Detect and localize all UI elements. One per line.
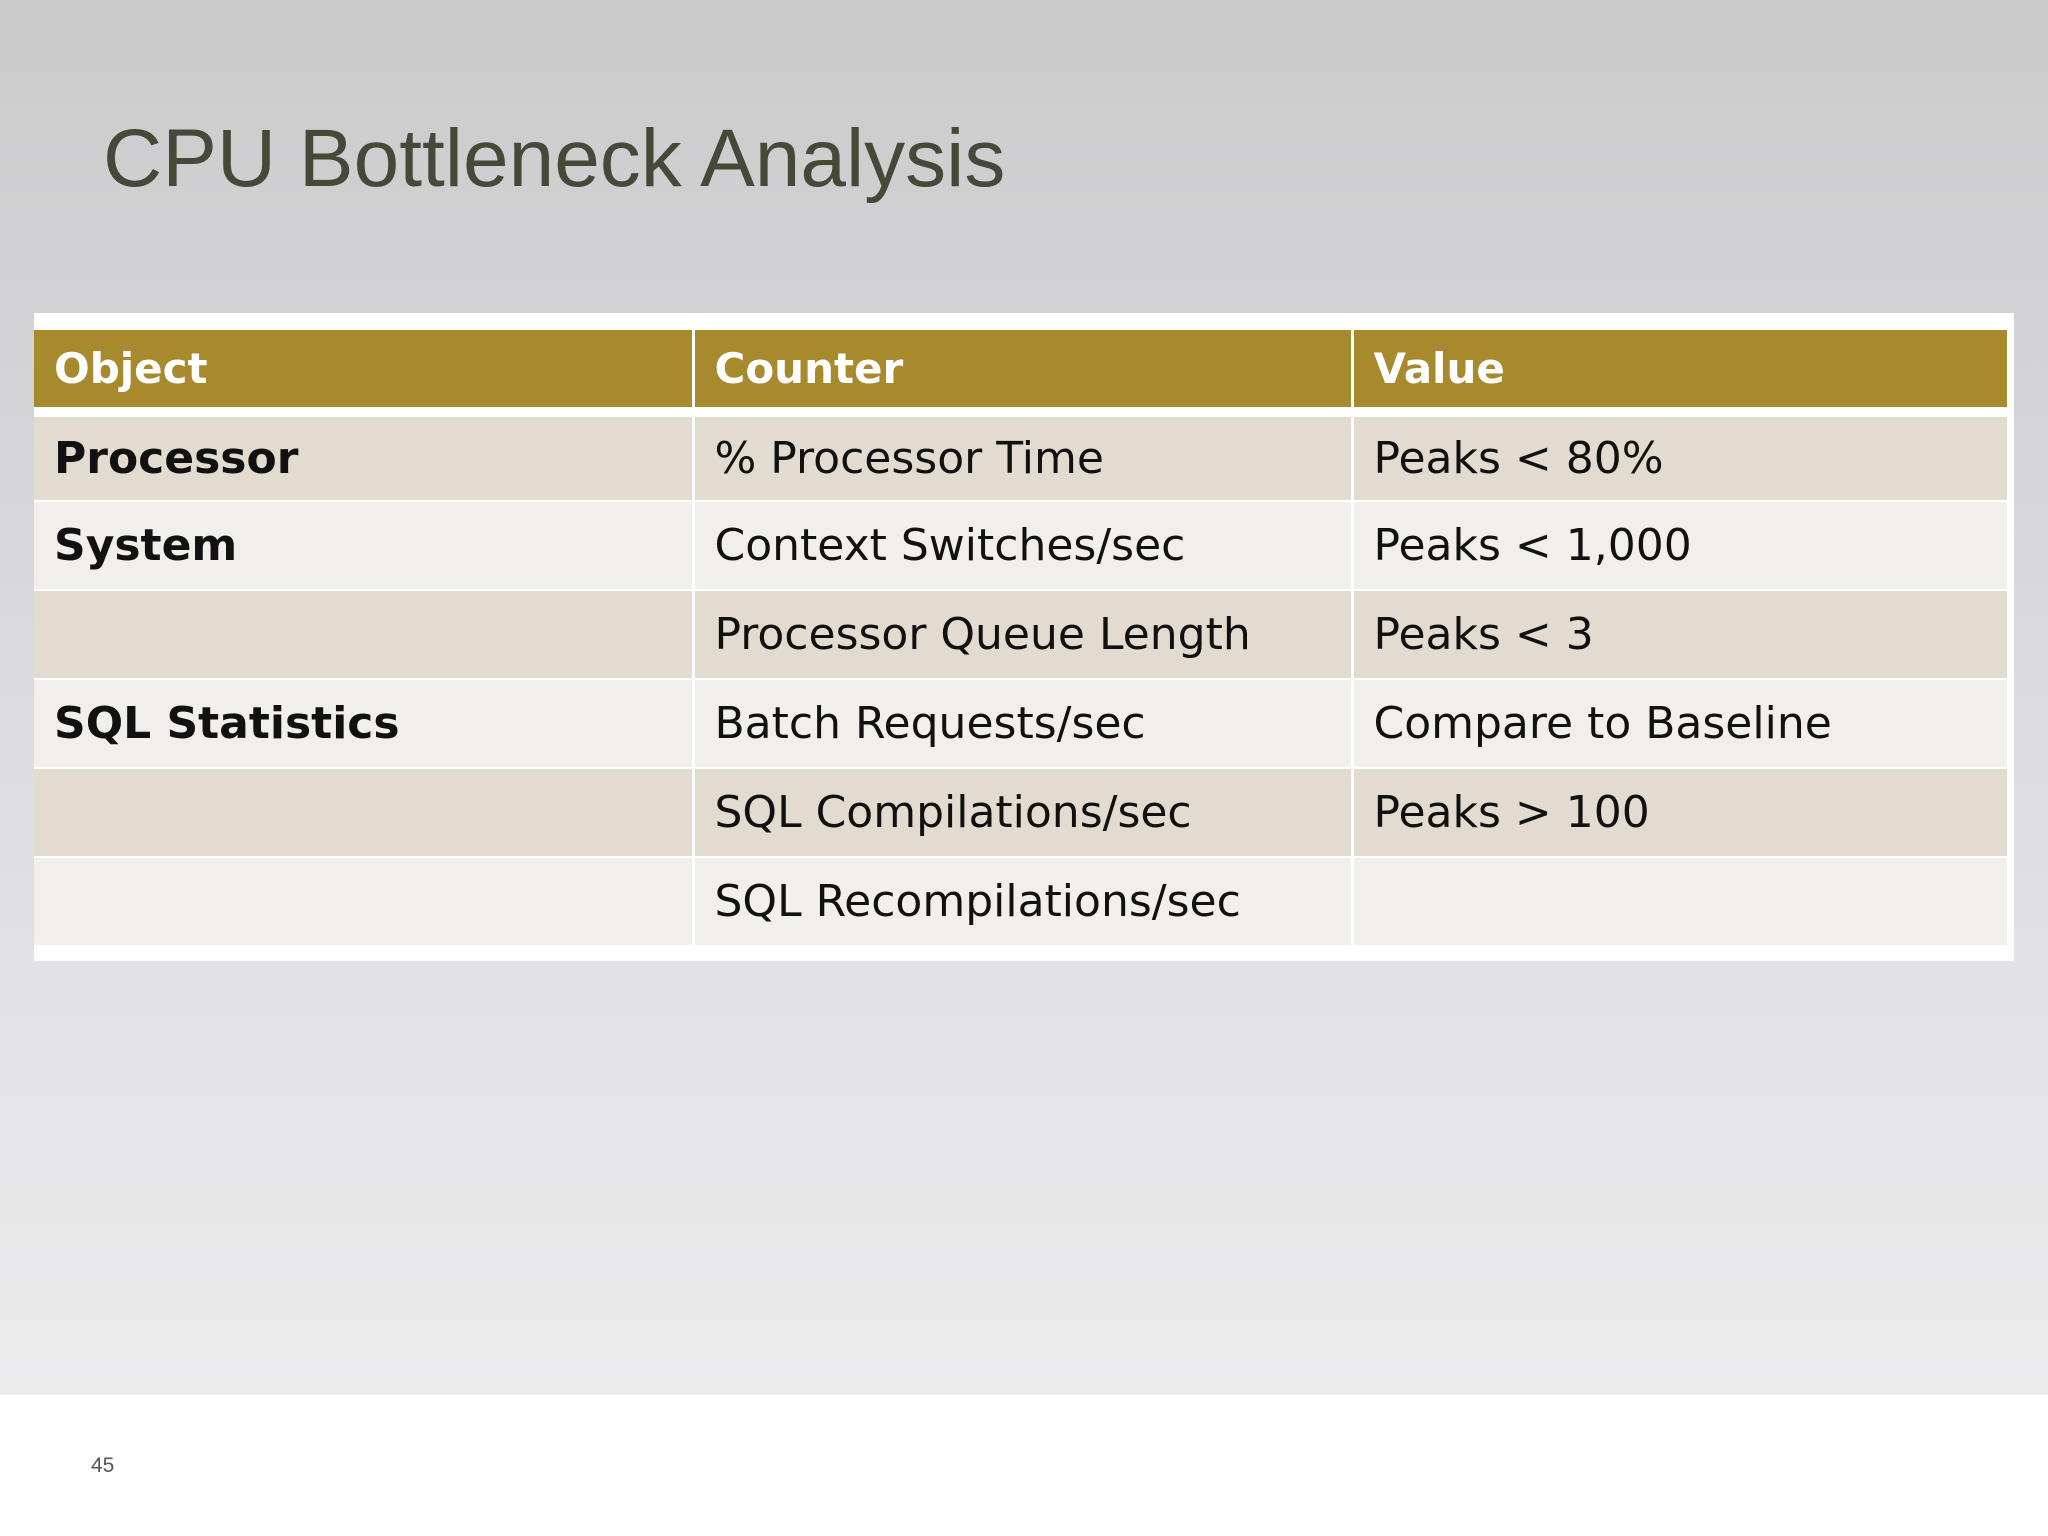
object-cell <box>34 857 695 947</box>
counter-cell: SQL Recompilations/sec <box>693 857 1354 947</box>
counter-cell: SQL Compilations/sec <box>693 768 1354 858</box>
column-header-counter: Counter <box>693 330 1354 417</box>
value-cell: Peaks < 80% <box>1352 412 2007 502</box>
value-cell: Peaks < 1,000 <box>1352 501 2007 591</box>
table-row: Processor % Processor Time Peaks < 80% <box>34 412 2007 502</box>
table-header-row: Object Counter Value <box>34 330 2007 417</box>
counter-cell: % Processor Time <box>693 412 1354 502</box>
table-container: Object Counter Value Processor % Process… <box>34 313 2014 961</box>
counter-cell: Processor Queue Length <box>693 590 1354 680</box>
column-header-value: Value <box>1352 330 2007 417</box>
counter-cell: Context Switches/sec <box>693 501 1354 591</box>
slide-title: CPU Bottleneck Analysis <box>103 113 1006 204</box>
object-cell: Processor <box>34 412 695 502</box>
counter-cell: Batch Requests/sec <box>693 679 1354 769</box>
column-header-object: Object <box>34 330 695 417</box>
page-number: 45 <box>91 1454 115 1477</box>
table-row: SQL Compilations/sec Peaks > 100 <box>34 768 2007 858</box>
object-cell <box>34 590 695 680</box>
table-row: SQL Statistics Batch Requests/sec Compar… <box>34 679 2007 769</box>
value-cell: Peaks > 100 <box>1352 768 2007 858</box>
object-cell: System <box>34 501 695 591</box>
value-cell: Compare to Baseline <box>1352 679 2007 769</box>
table-row: SQL Recompilations/sec <box>34 857 2007 947</box>
value-cell: Peaks < 3 <box>1352 590 2007 680</box>
object-cell <box>34 768 695 858</box>
table-row: Processor Queue Length Peaks < 3 <box>34 590 2007 680</box>
value-cell <box>1352 857 2007 947</box>
table-row: System Context Switches/sec Peaks < 1,00… <box>34 501 2007 591</box>
object-cell: SQL Statistics <box>34 679 695 769</box>
cpu-counters-table: Object Counter Value Processor % Process… <box>34 330 2007 947</box>
